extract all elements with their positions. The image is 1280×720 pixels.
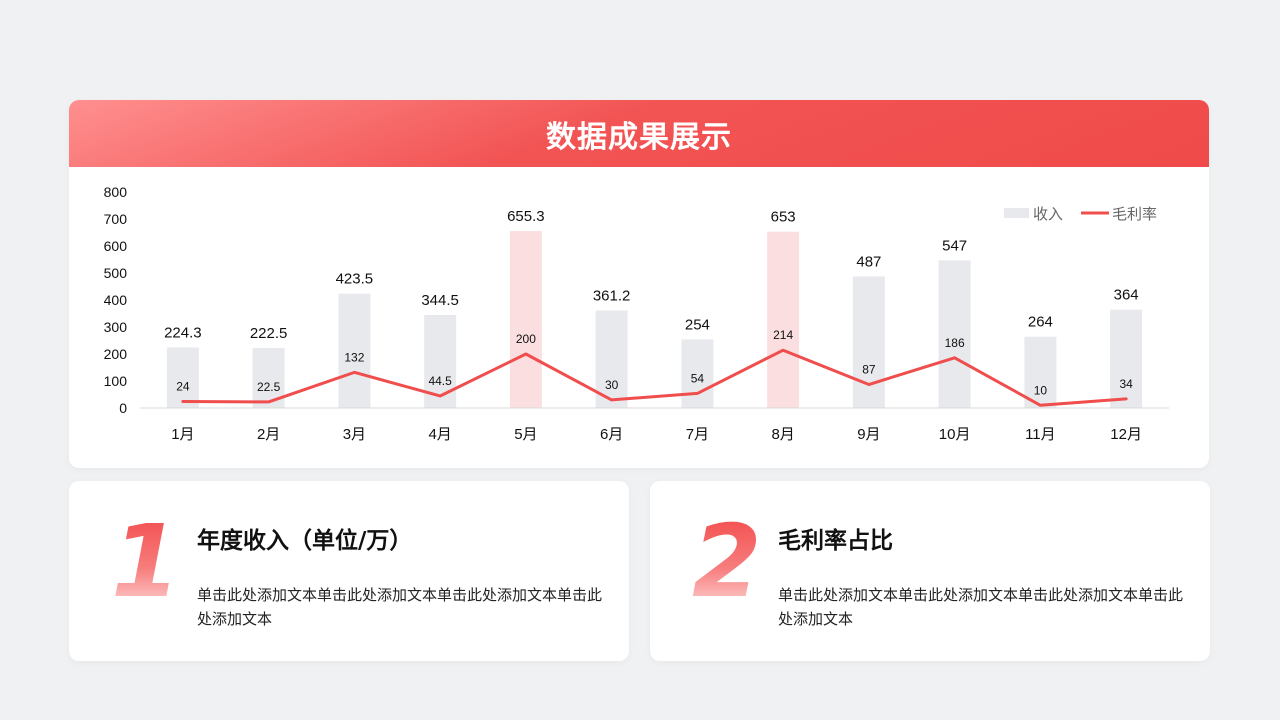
line-value-label: 24 [176,380,190,394]
y-tick-label: 800 [104,184,128,200]
line-value-label: 30 [605,378,619,392]
line-value-label: 34 [1119,377,1133,391]
y-tick-label: 200 [104,346,128,362]
x-tick-label: 7月 [686,426,709,443]
bar-收入 [767,231,800,408]
info-card-margin: 2 毛利率占比 单击此处添加文本单击此处添加文本单击此处添加文本单击此处添加文本 [650,481,1210,661]
x-tick-label: 8月 [771,426,794,443]
bar-value-label: 224.3 [164,324,202,341]
chart-title: 数据成果展示 [546,119,732,155]
bar-收入 [509,231,542,408]
x-tick-label: 10月 [939,426,971,443]
bar-收入 [681,339,714,408]
chart-header: 数据成果展示 [69,100,1209,167]
bar-value-label: 364 [1114,287,1139,304]
x-tick-label: 1月 [171,426,194,443]
x-tick-label: 4月 [428,426,451,443]
card-number-2: 2 [692,503,762,620]
card-heading-margin: 毛利率占比 [778,528,893,554]
info-card-revenue: 1 年度收入（单位/万） 单击此处添加文本单击此处添加文本单击此处添加文本单击此… [69,481,629,661]
y-tick-label: 100 [104,373,128,389]
bar-value-label: 423.5 [336,271,374,288]
bar-收入 [166,347,199,408]
bar-value-label: 264 [1028,314,1053,331]
bar-value-label: 361.2 [593,287,631,304]
bar-value-label: 547 [942,237,967,254]
x-tick-label: 9月 [857,426,880,443]
line-value-label: 186 [945,336,965,350]
bar-value-label: 655.3 [507,208,545,225]
bar-收入 [938,260,971,408]
x-tick-label: 11月 [1025,426,1056,443]
line-value-label: 54 [691,371,705,385]
x-tick-label: 12月 [1110,426,1142,443]
line-value-label: 200 [516,332,536,346]
bar-收入 [852,276,885,408]
card-number-1: 1 [111,503,181,620]
y-tick-label: 700 [104,211,128,227]
legend-label-line: 毛利率 [1112,206,1157,223]
combo-chart: 0 100 200 300 400 500 600 700 800 224.3 222.5 423.5… [104,184,1169,443]
bar-value-label: 254 [685,316,710,333]
line-value-label: 22.5 [257,380,281,394]
card-heading-revenue: 年度收入（单位/万） [197,528,413,554]
legend-label-bar: 收入 [1033,206,1063,223]
x-tick-label: 5月 [514,426,537,443]
line-毛利率 [181,348,1128,407]
x-tick-label: 6月 [600,426,623,443]
line-value-label: 10 [1034,383,1048,397]
bar-收入 [1024,336,1057,408]
x-tick-label: 3月 [343,426,366,443]
y-tick-label: 500 [104,265,128,281]
bar-收入 [338,293,371,408]
x-tick-label: 2月 [257,426,280,443]
card-body-margin[interactable]: 单击此处添加文本单击此处添加文本单击此处添加文本单击此处添加文本 [778,586,1184,628]
bar-收入 [595,310,628,408]
y-tick-label: 400 [104,292,128,308]
bar-value-label: 344.5 [421,292,459,309]
line-value-label: 132 [344,350,364,364]
bar-收入 [1110,309,1143,408]
line-value-label: 44.5 [428,374,452,388]
line-value-label: 214 [773,328,793,342]
bar-value-label: 487 [856,254,881,271]
bar-value-label: 653 [771,209,796,226]
legend-swatch-bar [1004,208,1029,218]
y-tick-label: 0 [119,400,127,416]
line-value-label: 87 [862,363,876,377]
card-body-revenue[interactable]: 单击此处添加文本单击此处添加文本单击此处添加文本单击此处添加文本 [197,586,603,628]
bar-value-label: 222.5 [250,325,288,342]
y-tick-label: 300 [104,319,128,335]
y-tick-label: 600 [104,238,128,254]
chart-card: 数据成果展示 0 100 200 300 400 500 600 700 800 224.3 222… [69,100,1209,468]
